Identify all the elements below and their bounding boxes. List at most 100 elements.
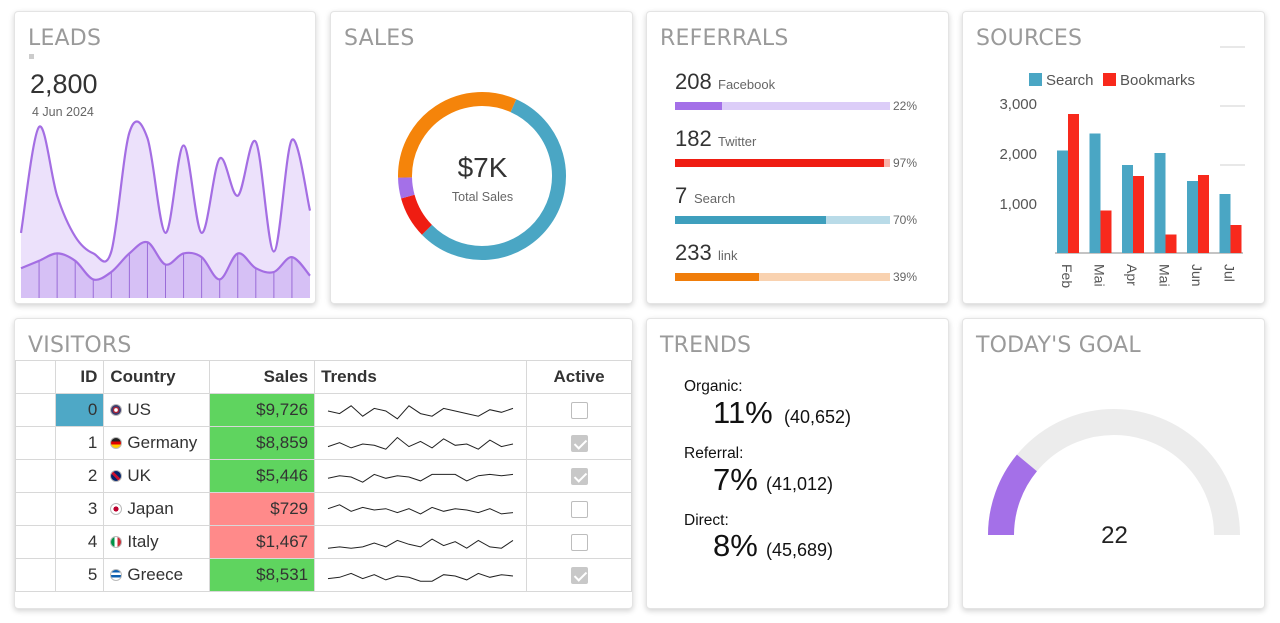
goal-gauge [988, 409, 1240, 536]
table-row[interactable]: 5 Greece $8,531 [15, 558, 632, 592]
sparkline-path [327, 473, 514, 483]
country-name: Greece [127, 565, 184, 584]
flag-icon [110, 536, 123, 548]
cell-id[interactable]: 2 [54, 459, 105, 493]
referral-row: 182 Twitter 97% [675, 126, 925, 176]
cell-sales[interactable]: $8,531 [209, 558, 316, 592]
flag-icon [110, 470, 123, 482]
sparkline-path [327, 436, 514, 450]
active-checkbox[interactable] [570, 468, 588, 486]
sources-title: SOURCES [976, 26, 1083, 51]
leads-area-chart [19, 120, 312, 298]
active-checkbox[interactable] [570, 402, 588, 420]
cell-sales[interactable]: $9,726 [209, 393, 316, 427]
cell-id[interactable]: 3 [54, 492, 105, 526]
cell-trend[interactable] [314, 558, 528, 592]
sales-total-value: $7K [457, 152, 508, 183]
referral-name: Twitter [718, 134, 757, 149]
cell-trend[interactable] [314, 459, 528, 493]
donut-segment [398, 92, 517, 178]
column-header-id[interactable]: ID [54, 360, 105, 394]
y-tick-label: 1,000 [999, 196, 1037, 213]
table-row[interactable]: 2 UK $5,446 [15, 459, 632, 493]
legend-label: Search [1046, 72, 1094, 89]
referral-row: 7 Search 70% [675, 183, 925, 233]
row-header-cell[interactable] [15, 393, 56, 427]
row-header-cell[interactable] [15, 459, 56, 493]
cell-active[interactable] [526, 459, 632, 493]
table-row[interactable]: 3 Japan $729 [15, 492, 632, 526]
cell-id[interactable]: 5 [54, 558, 105, 592]
trend-label-referral: Referral: [684, 445, 744, 462]
cell-country[interactable]: Italy [103, 525, 211, 559]
cell-country[interactable]: Germany [103, 426, 211, 460]
row-header-cell[interactable] [15, 525, 56, 559]
trend-percent-organic: 11% [713, 395, 773, 430]
referral-bar-track [675, 102, 890, 110]
bar-bookmarks [1100, 210, 1112, 253]
cell-active[interactable] [526, 492, 632, 526]
leads-title: LEADS [28, 26, 102, 51]
leads-date: 4 Jun 2024 [32, 105, 94, 119]
cell-country[interactable]: Greece [103, 558, 211, 592]
cell-sales[interactable]: $1,467 [209, 525, 316, 559]
cell-id[interactable]: 0 [54, 393, 105, 427]
cell-sales[interactable]: $5,446 [209, 459, 316, 493]
column-header-active[interactable]: Active [526, 360, 632, 394]
table-row[interactable]: 1 Germany $8,859 [15, 426, 632, 460]
column-header-country[interactable]: Country [103, 360, 211, 394]
cell-country[interactable]: US [103, 393, 211, 427]
row-header-cell[interactable] [15, 558, 56, 592]
active-checkbox[interactable] [570, 501, 588, 519]
active-checkbox[interactable] [570, 435, 588, 453]
y-tick-label: 2,000 [999, 146, 1037, 163]
referral-percent: 97% [893, 156, 918, 170]
cell-country[interactable]: UK [103, 459, 211, 493]
cell-country[interactable]: Japan [103, 492, 211, 526]
cell-id[interactable]: 1 [54, 426, 105, 460]
flag-icon [110, 503, 123, 515]
column-header-sales[interactable]: Sales [209, 360, 316, 394]
trend-percent-direct: 8% [713, 528, 758, 563]
trend-label-organic: Organic: [684, 378, 743, 395]
referral-bar-fill [675, 273, 759, 281]
active-checkbox[interactable] [570, 534, 588, 552]
cell-active[interactable] [526, 558, 632, 592]
cell-trend[interactable] [314, 492, 528, 526]
sales-total-label: Total Sales [451, 190, 514, 204]
visitors-card: VISITORS ID Country Sales Trends Active … [14, 318, 633, 609]
row-header-cell[interactable] [15, 492, 56, 526]
bar-search [1187, 181, 1198, 253]
cell-trend[interactable] [314, 393, 528, 427]
referrals-card: REFERRALS 208 Facebook 22% 182 Twitter 9… [646, 11, 949, 304]
sources-bar-chart: Search Bookmarks 1,000 2,000 3,000 Feb Mai Apr M… [999, 46, 1245, 288]
country-name: Italy [127, 532, 159, 551]
referral-bar-track [675, 159, 890, 167]
sparkline [328, 572, 514, 582]
active-checkbox[interactable] [570, 567, 588, 585]
flag-icon [110, 404, 123, 416]
gauge-fill [988, 454, 1038, 536]
cell-sales[interactable]: $729 [209, 492, 316, 526]
gauge-track [988, 409, 1240, 536]
trend-percent-referral: 7% [713, 462, 758, 497]
cell-active[interactable] [526, 393, 632, 427]
referral-row: 233 link 39% [675, 240, 925, 290]
cell-active[interactable] [526, 525, 632, 559]
cell-trend[interactable] [314, 426, 528, 460]
cell-trend[interactable] [314, 525, 528, 559]
trend-count-organic: (40,652) [784, 407, 852, 427]
visitors-grid[interactable]: ID Country Sales Trends Active 0 US $9,726… [15, 360, 632, 592]
cell-id[interactable]: 4 [54, 525, 105, 559]
grid-corner-cell[interactable] [15, 360, 56, 394]
bar-search [1219, 194, 1231, 253]
table-row[interactable]: 0 US $9,726 [15, 393, 632, 427]
table-row[interactable]: 4 Italy $1,467 [15, 525, 632, 559]
bar-bookmarks [1198, 175, 1209, 253]
row-header-cell[interactable] [15, 426, 56, 460]
cell-sales[interactable]: $8,859 [209, 426, 316, 460]
referral-bar-fill [675, 159, 884, 167]
cell-active[interactable] [526, 426, 632, 460]
column-header-trends[interactable]: Trends [314, 360, 528, 394]
sparkline-path [327, 504, 514, 515]
